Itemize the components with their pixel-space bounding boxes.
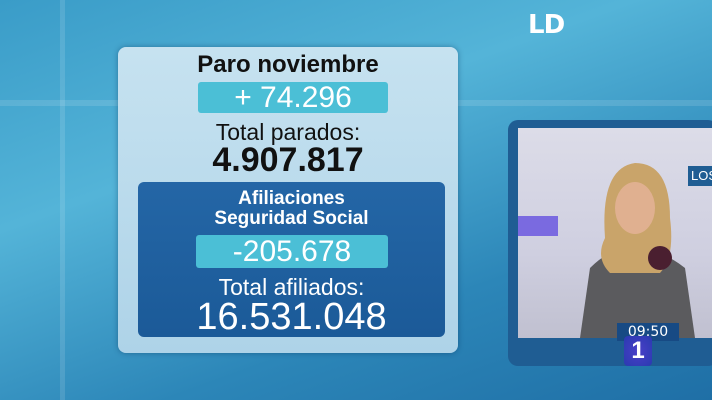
unemployment-panel: Paro noviembre + 74.296 Total parados: 4… — [118, 47, 458, 353]
total-afiliados-label: Total afiliados: — [218, 274, 365, 300]
studio-panel — [518, 216, 558, 236]
afiliaciones-change: -205.678 — [196, 235, 388, 268]
afiliaciones-box: Afiliaciones Seguridad Social -205.678 T… — [138, 182, 445, 338]
panel-title: Paro noviembre — [197, 51, 379, 78]
presenter-image — [580, 163, 695, 338]
background-stripe — [60, 0, 65, 400]
afiliaciones-title-2: Seguridad Social — [214, 208, 369, 229]
video-inset-frame: LOS 09:50 1 — [508, 120, 712, 366]
paro-change: + 74.296 — [198, 82, 388, 113]
video-feed: LOS 09:50 — [518, 128, 712, 341]
afiliaciones-title-1: Afiliaciones — [238, 188, 345, 209]
backdrop-text: LOS — [688, 166, 712, 186]
total-parados-value: 4.907.817 — [212, 141, 364, 179]
total-parados-label: Total parados: — [215, 119, 361, 145]
total-afiliados-value: 16.531.048 — [196, 296, 387, 338]
channel-logo: LD — [528, 10, 565, 40]
tve1-logo: 1 — [624, 336, 652, 366]
